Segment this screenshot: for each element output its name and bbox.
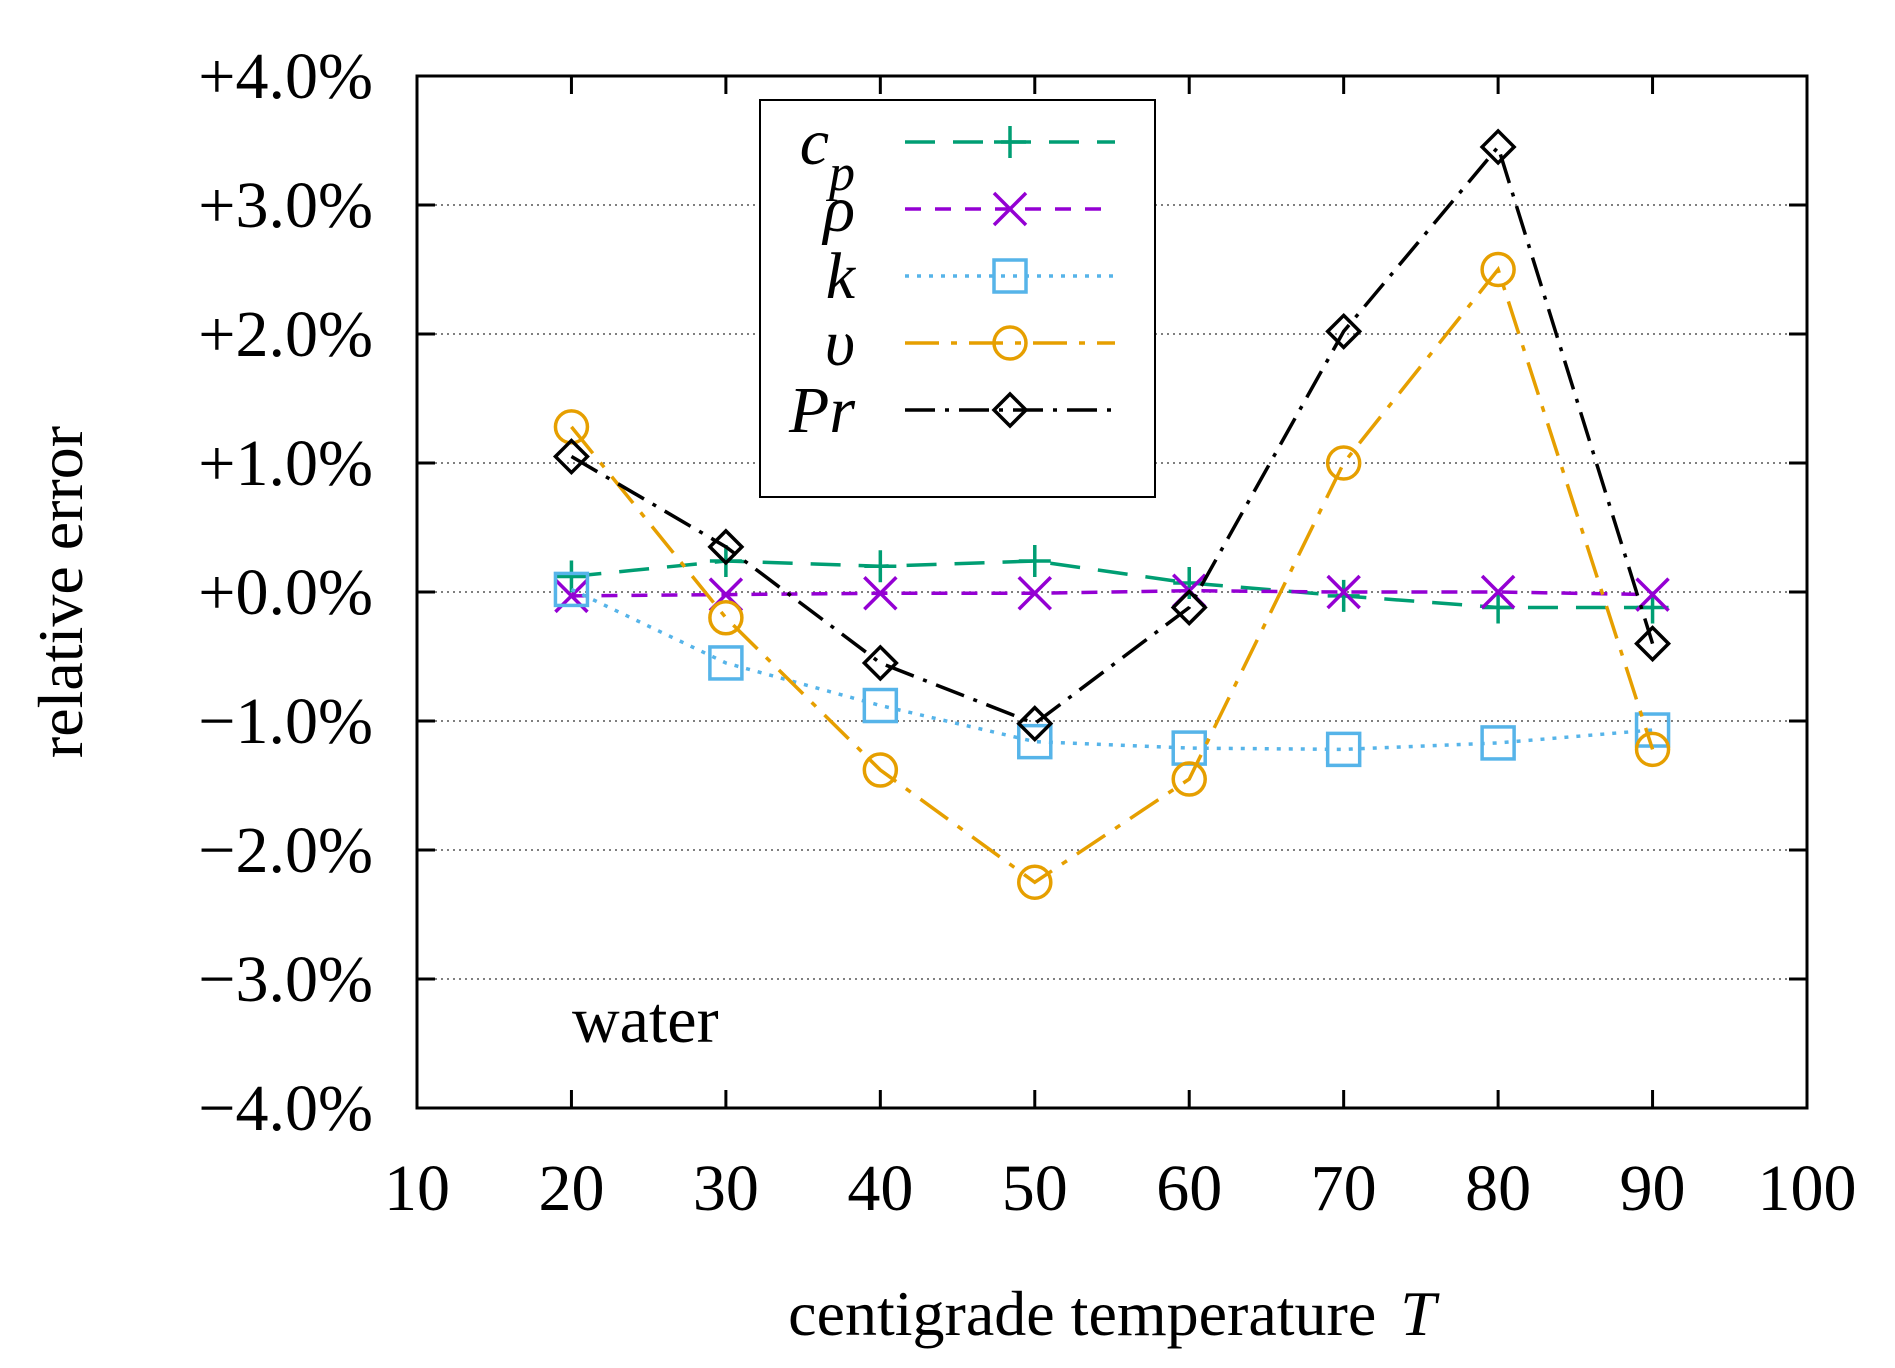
legend-entry-c_p: cp <box>800 106 1115 202</box>
y-tick-label: −3.0% <box>198 943 373 1016</box>
data-point-Pr <box>1325 312 1363 350</box>
x-tick-label: 20 <box>538 1152 604 1225</box>
data-point-nu <box>1480 251 1516 288</box>
data-point-c_p <box>1018 545 1051 578</box>
y-tick-label: +1.0% <box>198 427 373 500</box>
y-tick-label: +4.0% <box>198 40 373 113</box>
data-point-k <box>1480 725 1516 761</box>
x-axis-title: centigrade temperature T <box>788 1278 1440 1349</box>
data-point-c_p <box>1327 579 1360 612</box>
legend-entry-rho: ρ <box>821 173 1115 246</box>
legend-marker <box>994 126 1026 158</box>
series-line-rho <box>571 588 1653 598</box>
series-layer <box>552 128 1672 900</box>
legend-label: υ <box>825 307 855 380</box>
x-axis-symbol: T <box>1400 1278 1440 1349</box>
data-point-c_p <box>864 550 897 583</box>
y-tick-label: −4.0% <box>198 1072 373 1145</box>
data-point-k <box>862 687 899 724</box>
data-point-k <box>708 645 744 681</box>
data-point-Pr <box>1170 589 1208 626</box>
x-tick-label: 80 <box>1465 1152 1531 1225</box>
legend-entry-nu: υ <box>825 307 1115 380</box>
annotation-water: water <box>572 984 719 1057</box>
x-tick-label: 10 <box>384 1152 450 1225</box>
data-point-rho <box>1326 574 1361 610</box>
data-point-nu <box>1171 761 1207 797</box>
data-point-c_p <box>1482 591 1515 624</box>
data-point-c_p <box>1173 566 1206 599</box>
data-point-Pr <box>1634 625 1672 663</box>
series-Pr <box>552 128 1672 743</box>
x-tick-label: 70 <box>1311 1152 1377 1225</box>
data-point-Pr <box>1016 705 1054 743</box>
y-tick-label: −2.0% <box>198 814 373 887</box>
x-tick-label: 30 <box>693 1152 759 1225</box>
x-tick-label: 60 <box>1156 1152 1222 1225</box>
x-axis-title-text: centigrade temperature <box>788 1278 1376 1349</box>
legend-label: ρ <box>821 173 855 246</box>
data-point-nu <box>708 600 744 636</box>
x-tick-label: 100 <box>1758 1152 1857 1225</box>
series-nu <box>553 251 1671 900</box>
data-point-k <box>553 571 590 608</box>
legend-marker <box>992 325 1028 361</box>
y-tick-label: +3.0% <box>198 169 373 242</box>
y-axis-title: relative error <box>25 426 96 758</box>
series-line-nu <box>570 265 1655 885</box>
data-point-nu <box>1325 445 1362 481</box>
axis-ticks: +4.0% +3.0% +2.0% +1.0% +0.0% −1.0% −2.0% −3.0%… <box>198 40 1856 1225</box>
series-line-k <box>570 587 1653 752</box>
x-tick-label: 90 <box>1620 1152 1686 1225</box>
series-line-Pr <box>570 143 1655 726</box>
data-point-rho <box>1017 576 1053 611</box>
legend-box <box>759 99 1156 498</box>
legend-label: cp <box>800 106 855 202</box>
data-point-nu <box>862 752 899 788</box>
y-tick-label: −1.0% <box>198 685 373 758</box>
data-point-rho <box>863 576 898 611</box>
x-tick-label: 40 <box>847 1152 913 1225</box>
legend-marker <box>992 258 1028 294</box>
x-tick-label: 50 <box>1002 1152 1068 1225</box>
data-point-k <box>1017 723 1053 760</box>
legend-label: k <box>826 240 857 313</box>
data-point-rho <box>1480 574 1516 610</box>
data-point-k <box>1634 712 1671 748</box>
y-tick-label: +2.0% <box>198 298 373 371</box>
data-point-Pr <box>861 644 899 682</box>
data-point-c_p <box>555 560 588 593</box>
data-point-k <box>1325 731 1362 768</box>
data-point-Pr <box>707 528 745 566</box>
series-line-c_p <box>571 559 1653 610</box>
legend-entry-Pr: Pr <box>788 374 1115 447</box>
legend-label: Pr <box>788 374 855 447</box>
data-point-nu <box>1634 731 1671 768</box>
legend-marker <box>992 191 1028 227</box>
legend-marker <box>991 391 1029 429</box>
data-point-Pr <box>552 438 590 476</box>
data-point-nu <box>1017 864 1053 900</box>
legend-entry-k: k <box>826 240 1115 313</box>
data-point-Pr <box>1479 128 1517 166</box>
y-tick-label: +0.0% <box>198 556 373 629</box>
